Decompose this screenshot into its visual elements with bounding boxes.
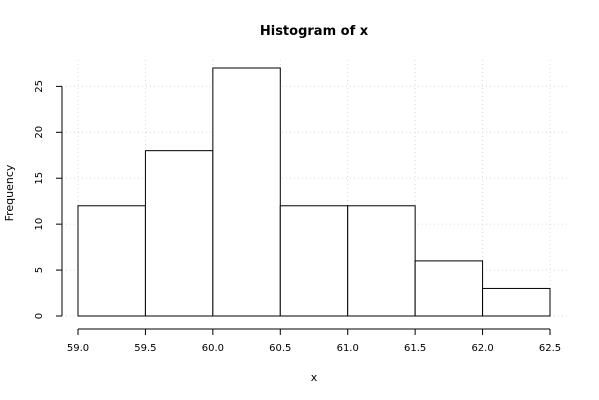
y-tick-label-2: 10 (34, 218, 45, 231)
histogram-bar-6 (482, 287, 551, 317)
x-tick-label-4: 61.0 (337, 343, 359, 354)
x-tick-label-1: 59.5 (134, 343, 156, 354)
y-tick-label-1: 5 (34, 267, 45, 273)
x-tick-label-6: 62.0 (471, 343, 493, 354)
x-tick-label-0: 59.0 (67, 343, 89, 354)
x-tick-label-2: 60.0 (202, 343, 224, 354)
x-tick-label-5: 61.5 (404, 343, 426, 354)
y-tick-label-5: 25 (34, 80, 45, 93)
y-axis: 0 5 10 15 20 25 (34, 80, 63, 319)
x-tick-label-3: 60.5 (269, 343, 291, 354)
x-axis: 59.0 59.5 60.0 60.5 61.0 61.5 62.0 62.5 (67, 328, 561, 354)
histogram-bar-3 (279, 205, 349, 317)
histogram-bar-2 (212, 67, 281, 317)
histogram-bar-4 (347, 205, 416, 317)
histogram-bar-5 (414, 260, 484, 317)
y-tick-label-4: 20 (34, 126, 45, 139)
y-tick-label-3: 15 (34, 172, 45, 185)
histogram-bar-1 (144, 150, 214, 317)
chart-title: Histogram of x (260, 24, 369, 39)
y-tick-label-0: 0 (34, 313, 45, 319)
histogram-bars (77, 67, 551, 317)
y-axis-label: Frequency (3, 164, 16, 221)
histogram-bar-0 (77, 205, 146, 317)
x-tick-label-7: 62.5 (539, 343, 561, 354)
x-axis-label: x (311, 371, 318, 384)
